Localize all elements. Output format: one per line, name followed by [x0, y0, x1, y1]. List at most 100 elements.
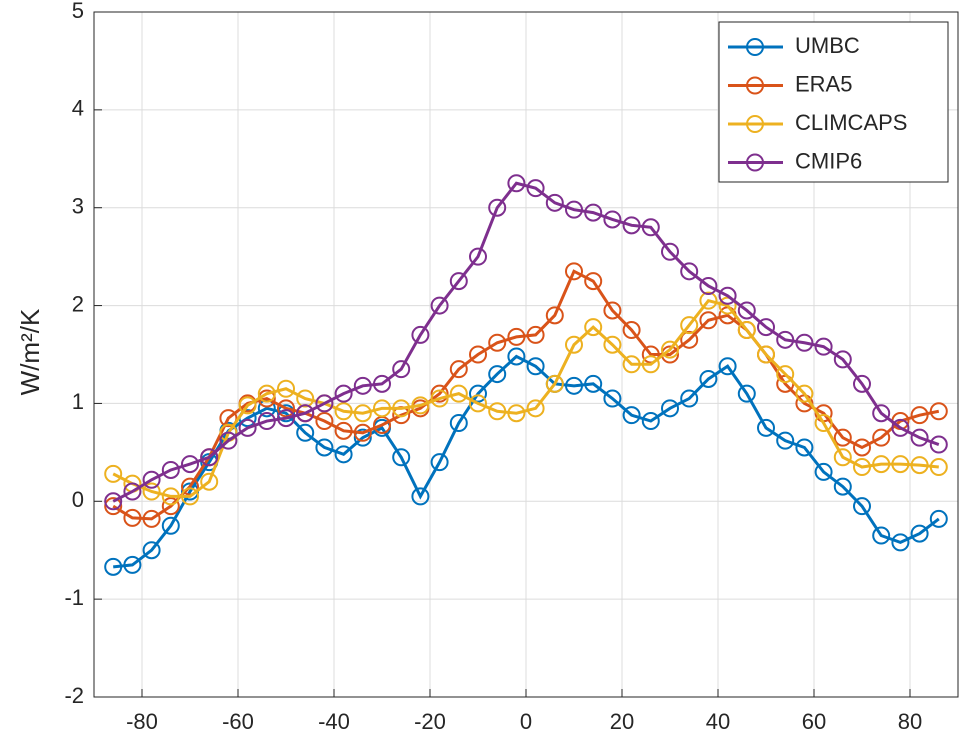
marker — [373, 399, 391, 418]
marker — [123, 482, 142, 501]
marker — [737, 321, 756, 340]
marker — [238, 418, 257, 437]
x-tick-label: 20 — [610, 709, 634, 734]
y-tick-label: 1 — [72, 389, 84, 414]
marker — [334, 421, 353, 440]
marker — [142, 470, 161, 489]
marker — [776, 365, 795, 384]
marker — [833, 477, 852, 496]
marker — [622, 406, 641, 425]
marker — [411, 487, 430, 506]
x-tick-label: -80 — [126, 709, 158, 734]
marker — [142, 509, 161, 528]
marker — [104, 492, 123, 511]
marker — [430, 384, 449, 403]
marker — [622, 355, 641, 374]
marker — [449, 272, 468, 291]
marker — [622, 321, 641, 340]
marker — [526, 325, 545, 344]
y-axis-label: W/m²/K — [15, 308, 45, 395]
marker — [584, 203, 603, 222]
marker — [757, 345, 775, 364]
marker — [449, 384, 468, 403]
marker — [891, 418, 910, 437]
marker — [661, 340, 679, 359]
marker — [334, 384, 353, 403]
marker — [680, 389, 699, 408]
legend-label: CMIP6 — [795, 148, 862, 173]
marker — [699, 277, 718, 295]
marker — [353, 428, 372, 447]
marker — [449, 414, 468, 432]
marker — [526, 179, 545, 198]
marker — [507, 347, 526, 366]
marker — [469, 394, 487, 413]
series-line — [113, 354, 940, 569]
x-tick-label: 40 — [706, 709, 730, 734]
marker — [469, 345, 487, 364]
marker — [257, 399, 276, 418]
marker — [488, 402, 507, 421]
marker — [200, 448, 219, 467]
y-tick-label: 5 — [72, 0, 84, 23]
marker — [296, 404, 315, 423]
marker — [584, 374, 603, 393]
marker — [584, 318, 603, 337]
marker — [257, 384, 276, 403]
legend: UMBC ERA5 CLIMCAPS CMIP6 — [718, 21, 949, 183]
marker — [507, 404, 526, 423]
legend-label: CLIMCAPS — [795, 110, 907, 135]
marker — [737, 384, 756, 403]
marker — [565, 200, 583, 219]
x-tick-label: -20 — [414, 709, 446, 734]
marker — [161, 487, 180, 506]
marker — [411, 325, 430, 344]
marker — [603, 301, 622, 320]
marker — [929, 458, 948, 477]
marker — [910, 524, 929, 543]
marker — [123, 508, 142, 527]
marker — [872, 526, 891, 545]
marker — [353, 404, 372, 423]
marker — [545, 193, 564, 212]
legend-marker — [746, 38, 764, 56]
marker — [929, 435, 948, 454]
y-tick-label: 0 — [72, 487, 84, 512]
marker — [430, 389, 449, 408]
marker — [411, 396, 430, 415]
marker — [641, 355, 660, 374]
marker — [392, 360, 411, 379]
marker — [392, 448, 411, 467]
marker — [833, 448, 852, 467]
marker — [488, 365, 507, 384]
marker — [661, 399, 679, 418]
x-tick-label: 60 — [802, 709, 826, 734]
marker — [603, 210, 622, 229]
marker — [929, 402, 948, 421]
marker — [296, 423, 315, 442]
y-tick-label: -1 — [64, 585, 84, 610]
x-tick-label: -60 — [222, 709, 254, 734]
marker — [680, 262, 699, 281]
marker — [565, 376, 583, 395]
marker — [353, 376, 372, 395]
marker — [737, 301, 756, 320]
marker — [853, 497, 871, 516]
marker — [430, 453, 449, 472]
marker — [507, 327, 526, 346]
marker — [161, 516, 180, 535]
marker — [277, 409, 295, 428]
marker — [565, 262, 583, 281]
x-tick-label: 80 — [898, 709, 922, 734]
marker — [853, 374, 871, 393]
marker — [910, 406, 929, 425]
marker — [641, 412, 660, 431]
marker — [161, 460, 180, 479]
marker — [104, 497, 123, 516]
axes-box — [93, 11, 959, 698]
marker — [795, 438, 814, 457]
marker — [853, 438, 871, 457]
marker — [699, 311, 718, 330]
marker — [181, 455, 199, 474]
